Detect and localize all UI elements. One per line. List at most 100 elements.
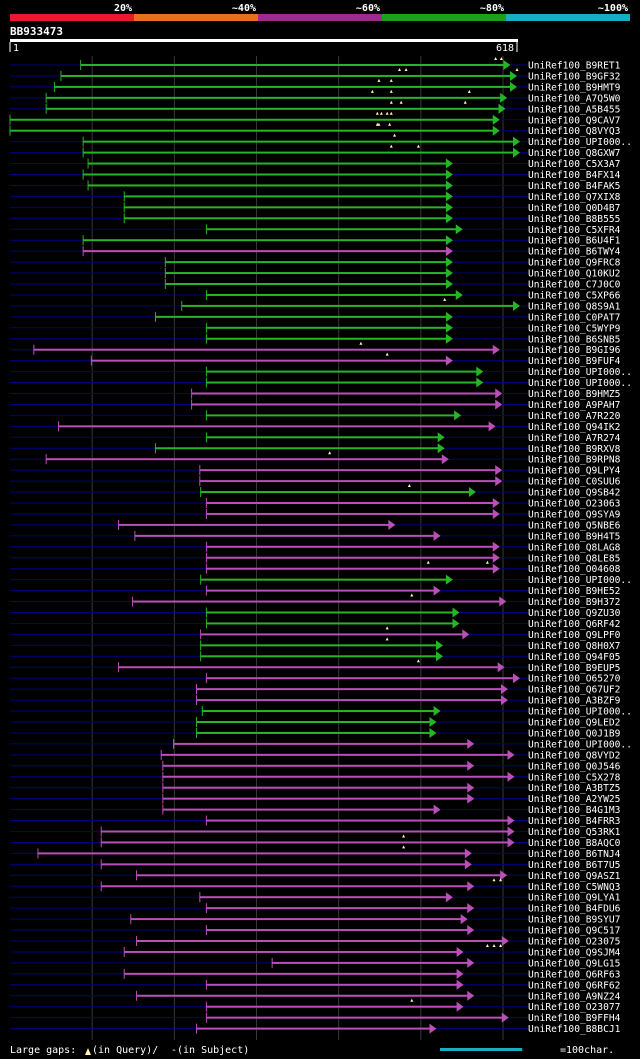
hit-label[interactable]: UniRef100_Q8H0X7 <box>528 641 621 652</box>
hit-label[interactable]: UniRef100_C5WYP9 <box>528 323 621 334</box>
hit-label[interactable]: UniRef100_Q8VYD2 <box>528 750 620 761</box>
hit-label[interactable]: UniRef100_Q6RF62 <box>528 980 620 991</box>
hit-label[interactable]: UniRef100_B4FAK5 <box>528 181 620 192</box>
hit-row: UniRef100_A7R220 <box>10 410 621 422</box>
hit-label[interactable]: UniRef100_A5B455 <box>528 104 620 115</box>
hit-label[interactable]: UniRef100_Q0D4B7 <box>528 203 621 214</box>
hit-label[interactable]: UniRef100_Q8LAG8 <box>528 542 621 553</box>
hit-label[interactable]: UniRef100_A9PAH7 <box>528 400 621 411</box>
hit-label[interactable]: UniRef100_B9HE52 <box>528 586 620 597</box>
hit-label[interactable]: UniRef100_Q8LE85 <box>528 553 620 564</box>
hit-label[interactable]: UniRef100_A7Q5W0 <box>528 93 621 104</box>
hit-label[interactable]: UniRef100_Q8S9A1 <box>528 301 621 312</box>
hit-label[interactable]: UniRef100_B8AQC0 <box>528 838 621 849</box>
hit-label[interactable]: UniRef100_UPI000.. <box>528 367 632 378</box>
hit-label[interactable]: UniRef100_Q0J1B9 <box>528 728 621 739</box>
hit-label[interactable]: UniRef100_B4FX14 <box>528 170 621 181</box>
hit-label[interactable]: UniRef100_Q6RF42 <box>528 619 620 630</box>
hit-label[interactable]: UniRef100_UPI000.. <box>528 707 632 718</box>
hit-label[interactable]: UniRef100_B9FFH4 <box>528 1013 621 1024</box>
hit-label[interactable]: UniRef100_B9EUP5 <box>528 663 620 674</box>
hit-label[interactable]: UniRef100_UPI000.. <box>528 378 632 389</box>
hit-label[interactable]: UniRef100_O04608 <box>528 564 621 575</box>
hit-end-arrow <box>467 793 475 804</box>
query-gap-marker <box>402 845 406 849</box>
hit-label[interactable]: UniRef100_Q9LED2 <box>528 718 620 729</box>
hit-label[interactable]: UniRef100_Q8GXW7 <box>528 148 621 159</box>
hit-bar <box>136 994 469 997</box>
hit-label[interactable]: UniRef100_C5XFR4 <box>528 225 621 236</box>
hit-label[interactable]: UniRef100_O23063 <box>528 499 621 510</box>
hit-label[interactable]: UniRef100_B4G1M3 <box>528 805 621 816</box>
hit-label[interactable]: UniRef100_Q8VYQ3 <box>528 126 621 137</box>
hit-label[interactable]: UniRef100_Q9C517 <box>528 926 621 937</box>
hit-label[interactable]: UniRef100_B6TNJ4 <box>528 849 621 860</box>
hit-label[interactable]: UniRef100_Q9SJM4 <box>528 947 621 958</box>
hit-label[interactable]: UniRef100_B4FRR3 <box>528 816 621 827</box>
hit-label[interactable]: UniRef100_Q9ASZ1 <box>528 871 621 882</box>
hit-label[interactable]: UniRef100_B9GF32 <box>528 71 620 82</box>
hit-label[interactable]: UniRef100_Q0J546 <box>528 761 621 772</box>
hit-label[interactable]: UniRef100_B6TWY4 <box>528 247 621 258</box>
hit-label[interactable]: UniRef100_Q53RK1 <box>528 827 621 838</box>
hit-label[interactable]: UniRef100_B4FDU6 <box>528 904 621 915</box>
hit-label[interactable]: UniRef100_O23077 <box>528 1002 621 1013</box>
hit-label[interactable]: UniRef100_Q94IK2 <box>528 422 620 433</box>
hit-label[interactable]: UniRef100_B9H372 <box>528 597 620 608</box>
hit-label[interactable]: UniRef100_B6SNB5 <box>528 334 620 345</box>
hit-label[interactable]: UniRef100_B9FUF4 <box>528 356 621 367</box>
hit-bar <box>196 1027 431 1030</box>
hit-row: UniRef100_Q94IK2 <box>10 421 620 433</box>
hit-label[interactable]: UniRef100_B6T7U5 <box>528 860 620 871</box>
hit-label[interactable]: UniRef100_UPI000.. <box>528 739 632 750</box>
hit-label[interactable]: UniRef100_B9HMZ5 <box>528 389 620 400</box>
hit-label[interactable]: UniRef100_UPI000.. <box>528 575 632 586</box>
hit-label[interactable]: UniRef100_B6U4F1 <box>528 236 621 247</box>
identity-legend-label: ~100% <box>598 3 628 14</box>
hit-label[interactable]: UniRef100_Q9LYA1 <box>528 893 621 904</box>
hit-label[interactable]: UniRef100_Q94F05 <box>528 652 620 663</box>
hit-label[interactable]: UniRef100_C5X278 <box>528 772 621 783</box>
hit-end-arrow <box>513 147 520 158</box>
hit-label[interactable]: UniRef100_A9NZ24 <box>528 991 621 1002</box>
hit-label[interactable]: UniRef100_B9GI96 <box>528 345 621 356</box>
hit-label[interactable]: UniRef100_B8B555 <box>528 214 620 225</box>
hit-label[interactable]: UniRef100_Q5NBE6 <box>528 520 621 531</box>
hit-label[interactable]: UniRef100_B9SYU7 <box>528 915 621 926</box>
hit-label[interactable]: UniRef100_Q9FRC8 <box>528 258 621 269</box>
hit-label[interactable]: UniRef100_C5XP66 <box>528 290 621 301</box>
hit-label[interactable]: UniRef100_A7R274 <box>528 433 621 444</box>
hit-label[interactable]: UniRef100_C0SUU6 <box>528 477 621 488</box>
hit-row: UniRef100_B9GF32 <box>10 67 620 82</box>
hit-label[interactable]: UniRef100_Q67UF2 <box>528 685 620 696</box>
hit-label[interactable]: UniRef100_O65270 <box>528 674 621 685</box>
hit-label[interactable]: UniRef100_B8BCJ1 <box>528 1024 621 1035</box>
hit-label[interactable]: UniRef100_UPI000.. <box>528 137 632 148</box>
hit-label[interactable]: UniRef100_C5X3A7 <box>528 159 621 170</box>
hit-label[interactable]: UniRef100_A3BTZ5 <box>528 783 620 794</box>
hit-label[interactable]: UniRef100_C7J0C0 <box>528 280 621 291</box>
hit-label[interactable]: UniRef100_B9H4T5 <box>528 531 620 542</box>
hit-label[interactable]: UniRef100_B9HMT9 <box>528 82 621 93</box>
hit-label[interactable]: UniRef100_Q9SYA9 <box>528 509 621 520</box>
hit-label[interactable]: UniRef100_Q7XIX8 <box>528 192 621 203</box>
hit-label[interactable]: UniRef100_A2YW25 <box>528 794 620 805</box>
hit-label[interactable]: UniRef100_B9RXV8 <box>528 444 621 455</box>
hit-label[interactable]: UniRef100_Q9LG15 <box>528 958 620 969</box>
hit-label[interactable]: UniRef100_A7R220 <box>528 411 621 422</box>
hit-label[interactable]: UniRef100_B9RPN8 <box>528 455 621 466</box>
hit-label[interactable]: UniRef100_Q9LPY4 <box>528 466 621 477</box>
hit-label[interactable]: UniRef100_O23075 <box>528 937 620 948</box>
hit-label[interactable]: UniRef100_Q9SB42 <box>528 488 620 499</box>
hit-label[interactable]: UniRef100_Q9LPF0 <box>528 630 621 641</box>
hit-label[interactable]: UniRef100_C0PAT7 <box>528 312 621 323</box>
hit-bar <box>206 1005 458 1008</box>
hit-label[interactable]: UniRef100_A3BZF9 <box>528 696 621 707</box>
hit-label[interactable]: UniRef100_Q6RF63 <box>528 969 621 980</box>
hit-end-arrow <box>429 717 437 727</box>
hit-label[interactable]: UniRef100_Q9ZU30 <box>528 608 621 619</box>
hit-label[interactable]: UniRef100_C5WNQ3 <box>528 882 621 893</box>
hit-label[interactable]: UniRef100_B9RET1 <box>528 61 621 72</box>
hit-label[interactable]: UniRef100_Q10KU2 <box>528 269 620 280</box>
hit-label[interactable]: UniRef100_Q9CAV7 <box>528 115 621 126</box>
